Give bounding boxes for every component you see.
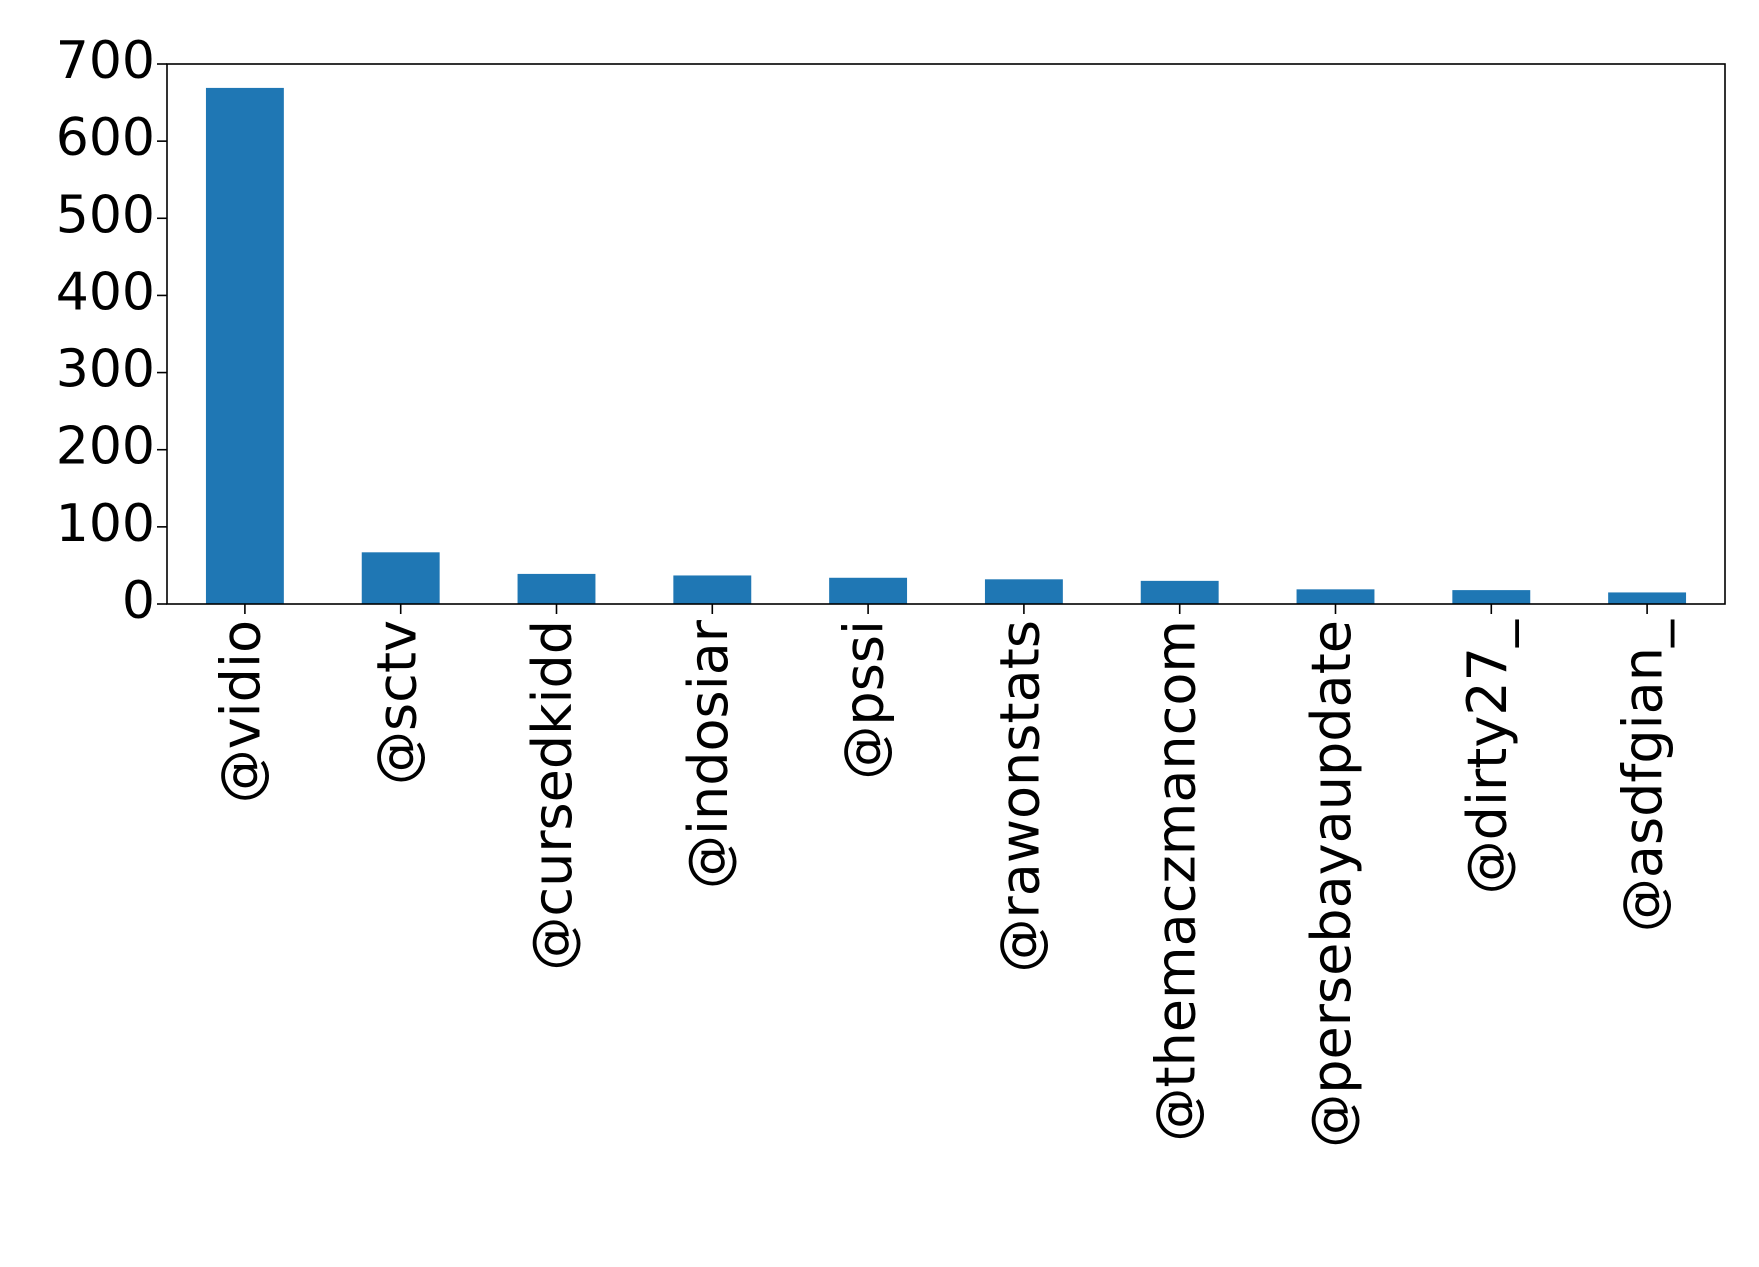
- y-tick-label: 0: [122, 571, 155, 631]
- y-tick-label: 600: [56, 108, 155, 168]
- bar: [205, 87, 284, 604]
- x-tick-label: @cursedkidd: [521, 620, 584, 971]
- y-tick-label: 200: [56, 417, 155, 477]
- y-tick-label: 700: [56, 31, 155, 91]
- x-tick-label: @rawonstats: [989, 620, 1052, 972]
- bar: [1140, 580, 1219, 604]
- x-tick-label: @asdfgian_: [1612, 619, 1675, 932]
- bar: [1452, 590, 1531, 604]
- x-tick-label: @themaczmancom: [1144, 620, 1207, 1142]
- x-tick-label: @vidio: [210, 620, 273, 803]
- bar: [1296, 589, 1375, 604]
- x-tick-label: @pssi: [833, 620, 896, 780]
- y-tick-label: 100: [56, 494, 155, 554]
- bar: [829, 577, 908, 604]
- bar: [361, 552, 440, 604]
- x-tick-label: @indosiar: [677, 619, 740, 889]
- bar: [984, 579, 1063, 604]
- x-tick-label: @persebayaupdate: [1300, 620, 1363, 1148]
- y-tick-label: 400: [56, 262, 155, 322]
- bar: [1608, 592, 1687, 604]
- x-tick-label: @dirty27_: [1456, 619, 1519, 894]
- bar: [517, 573, 596, 604]
- plot-frame: [166, 63, 1726, 605]
- bar: [673, 575, 752, 604]
- y-tick-label: 500: [56, 185, 155, 245]
- y-tick-label: 300: [56, 340, 155, 400]
- x-tick-label: @sctv: [365, 620, 428, 785]
